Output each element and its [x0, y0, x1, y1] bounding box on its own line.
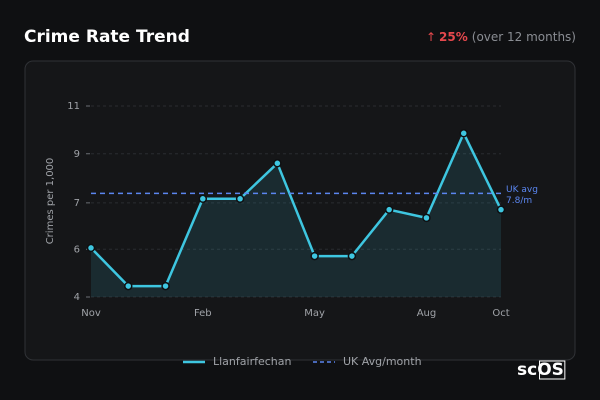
marker — [310, 251, 319, 261]
marker — [347, 251, 357, 261]
legend-label: UK Avg/month — [343, 355, 422, 368]
change-arrow: ↑ — [426, 30, 436, 44]
x-tick-label: May — [304, 308, 325, 319]
legend: Llanfairfechan UK Avg/month — [183, 355, 422, 368]
x-tick-label: Oct — [492, 308, 509, 319]
change-value: 25% — [439, 30, 468, 44]
marker — [161, 281, 170, 291]
y-tick-label: 4 — [74, 292, 80, 303]
marker — [235, 194, 245, 204]
legend-label: Llanfairfechan — [213, 355, 291, 368]
marker — [384, 205, 394, 214]
y-tick-label: 6 — [74, 244, 80, 255]
marker — [459, 129, 468, 138]
marker — [86, 243, 96, 253]
x-tick-label: Aug — [417, 308, 437, 319]
y-tick-label: 9 — [74, 149, 80, 160]
chart-title: Crime Rate Trend — [24, 27, 190, 47]
y-tick-label: 11 — [67, 101, 80, 112]
y-tick-label: 7 — [74, 198, 80, 209]
reference-label: UK avg — [506, 185, 538, 195]
reference-value-label: 7.8/m — [506, 196, 532, 206]
marker — [422, 213, 431, 223]
marker — [496, 205, 506, 214]
line — [90, 132, 503, 288]
change-summary: ↑ 25% (over 12 months) — [426, 30, 576, 44]
marker — [124, 281, 133, 291]
area — [91, 133, 501, 297]
x-tick-label: Nov — [81, 308, 101, 319]
watermark-box — [539, 360, 566, 380]
marker — [273, 159, 282, 168]
y-axis-label: Crimes per 1,000 — [45, 158, 56, 245]
watermark: scOS — [517, 360, 564, 380]
marker — [198, 194, 208, 204]
x-tick-label: Feb — [194, 308, 212, 319]
change-note: (over 12 months) — [472, 30, 576, 44]
